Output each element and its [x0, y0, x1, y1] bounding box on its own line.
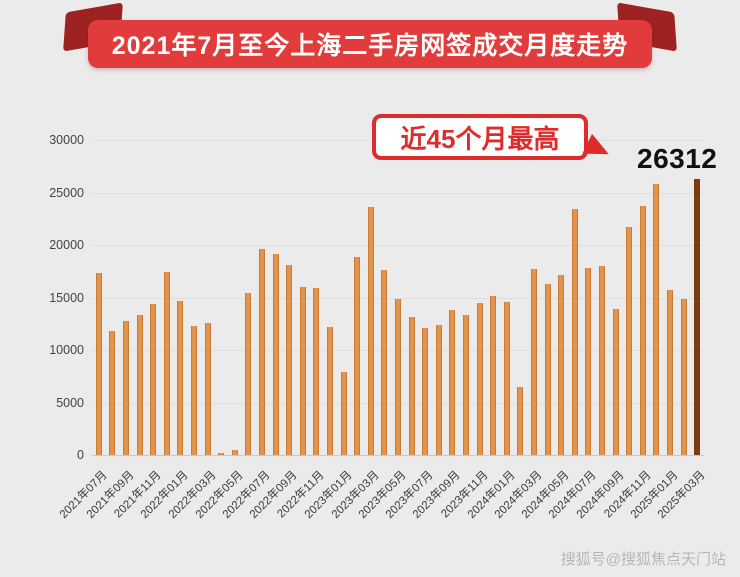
bar: [639, 206, 646, 455]
bar: [177, 300, 184, 455]
gridline: [92, 455, 704, 456]
bar: [395, 298, 401, 455]
bar: [626, 227, 633, 455]
y-tick-label: 25000: [49, 185, 84, 200]
bar: [259, 249, 265, 455]
bar: [367, 207, 374, 455]
bar: [408, 317, 415, 455]
bar-highlighted: [694, 178, 701, 455]
gridline: [92, 297, 704, 299]
bar: [272, 254, 279, 455]
bar: [204, 322, 211, 455]
y-tick-label: 15000: [49, 290, 84, 305]
peak-callout-label: 近45个月最高: [400, 123, 560, 154]
bar: [327, 326, 333, 455]
y-tick-label: 10000: [49, 343, 84, 357]
y-tick-label: 30000: [49, 133, 84, 147]
bar: [245, 293, 252, 455]
bar: [286, 264, 293, 455]
bar: [490, 296, 497, 455]
bar: [313, 288, 320, 455]
bar: [558, 275, 565, 455]
y-tick-label: 5000: [56, 395, 84, 410]
gridline: [92, 192, 704, 194]
title-banner: 2021年7月至今上海二手房网签成交月度走势: [63, 2, 677, 68]
bar: [599, 266, 605, 455]
bar: [422, 327, 429, 455]
watermark-text: 搜狐号@搜狐焦点天门站: [560, 551, 726, 568]
bar: [463, 315, 469, 455]
bar: [571, 209, 578, 455]
bar: [476, 302, 483, 455]
bar: [449, 310, 456, 455]
bar: [517, 386, 524, 455]
gridline: [92, 245, 704, 246]
bar: [109, 331, 116, 455]
bar: [667, 290, 673, 455]
bar: [653, 184, 660, 455]
bar: [231, 449, 238, 455]
bar: [354, 256, 361, 455]
peak-callout: 近45个月最高: [372, 114, 614, 165]
peak-value-label: 26312: [637, 143, 718, 174]
bar: [381, 270, 388, 455]
bar: [680, 298, 687, 455]
bar: [340, 372, 347, 455]
chart-title: 2021年7月至今上海二手房网签成交月度走势: [88, 20, 652, 68]
y-tick-label: 0: [77, 448, 84, 462]
bar: [585, 268, 592, 455]
bar: [435, 324, 442, 455]
bar: [191, 325, 197, 455]
bar: [136, 315, 143, 455]
bar: [531, 269, 537, 455]
y-tick-label: 20000: [49, 238, 84, 252]
bar: [612, 309, 619, 455]
bar: [123, 320, 129, 455]
bar: [150, 303, 157, 455]
bar: [218, 452, 225, 455]
bar: [299, 287, 306, 455]
bar: [95, 273, 102, 455]
bar: [163, 272, 170, 455]
bar: [503, 301, 510, 455]
bar: [544, 283, 551, 455]
